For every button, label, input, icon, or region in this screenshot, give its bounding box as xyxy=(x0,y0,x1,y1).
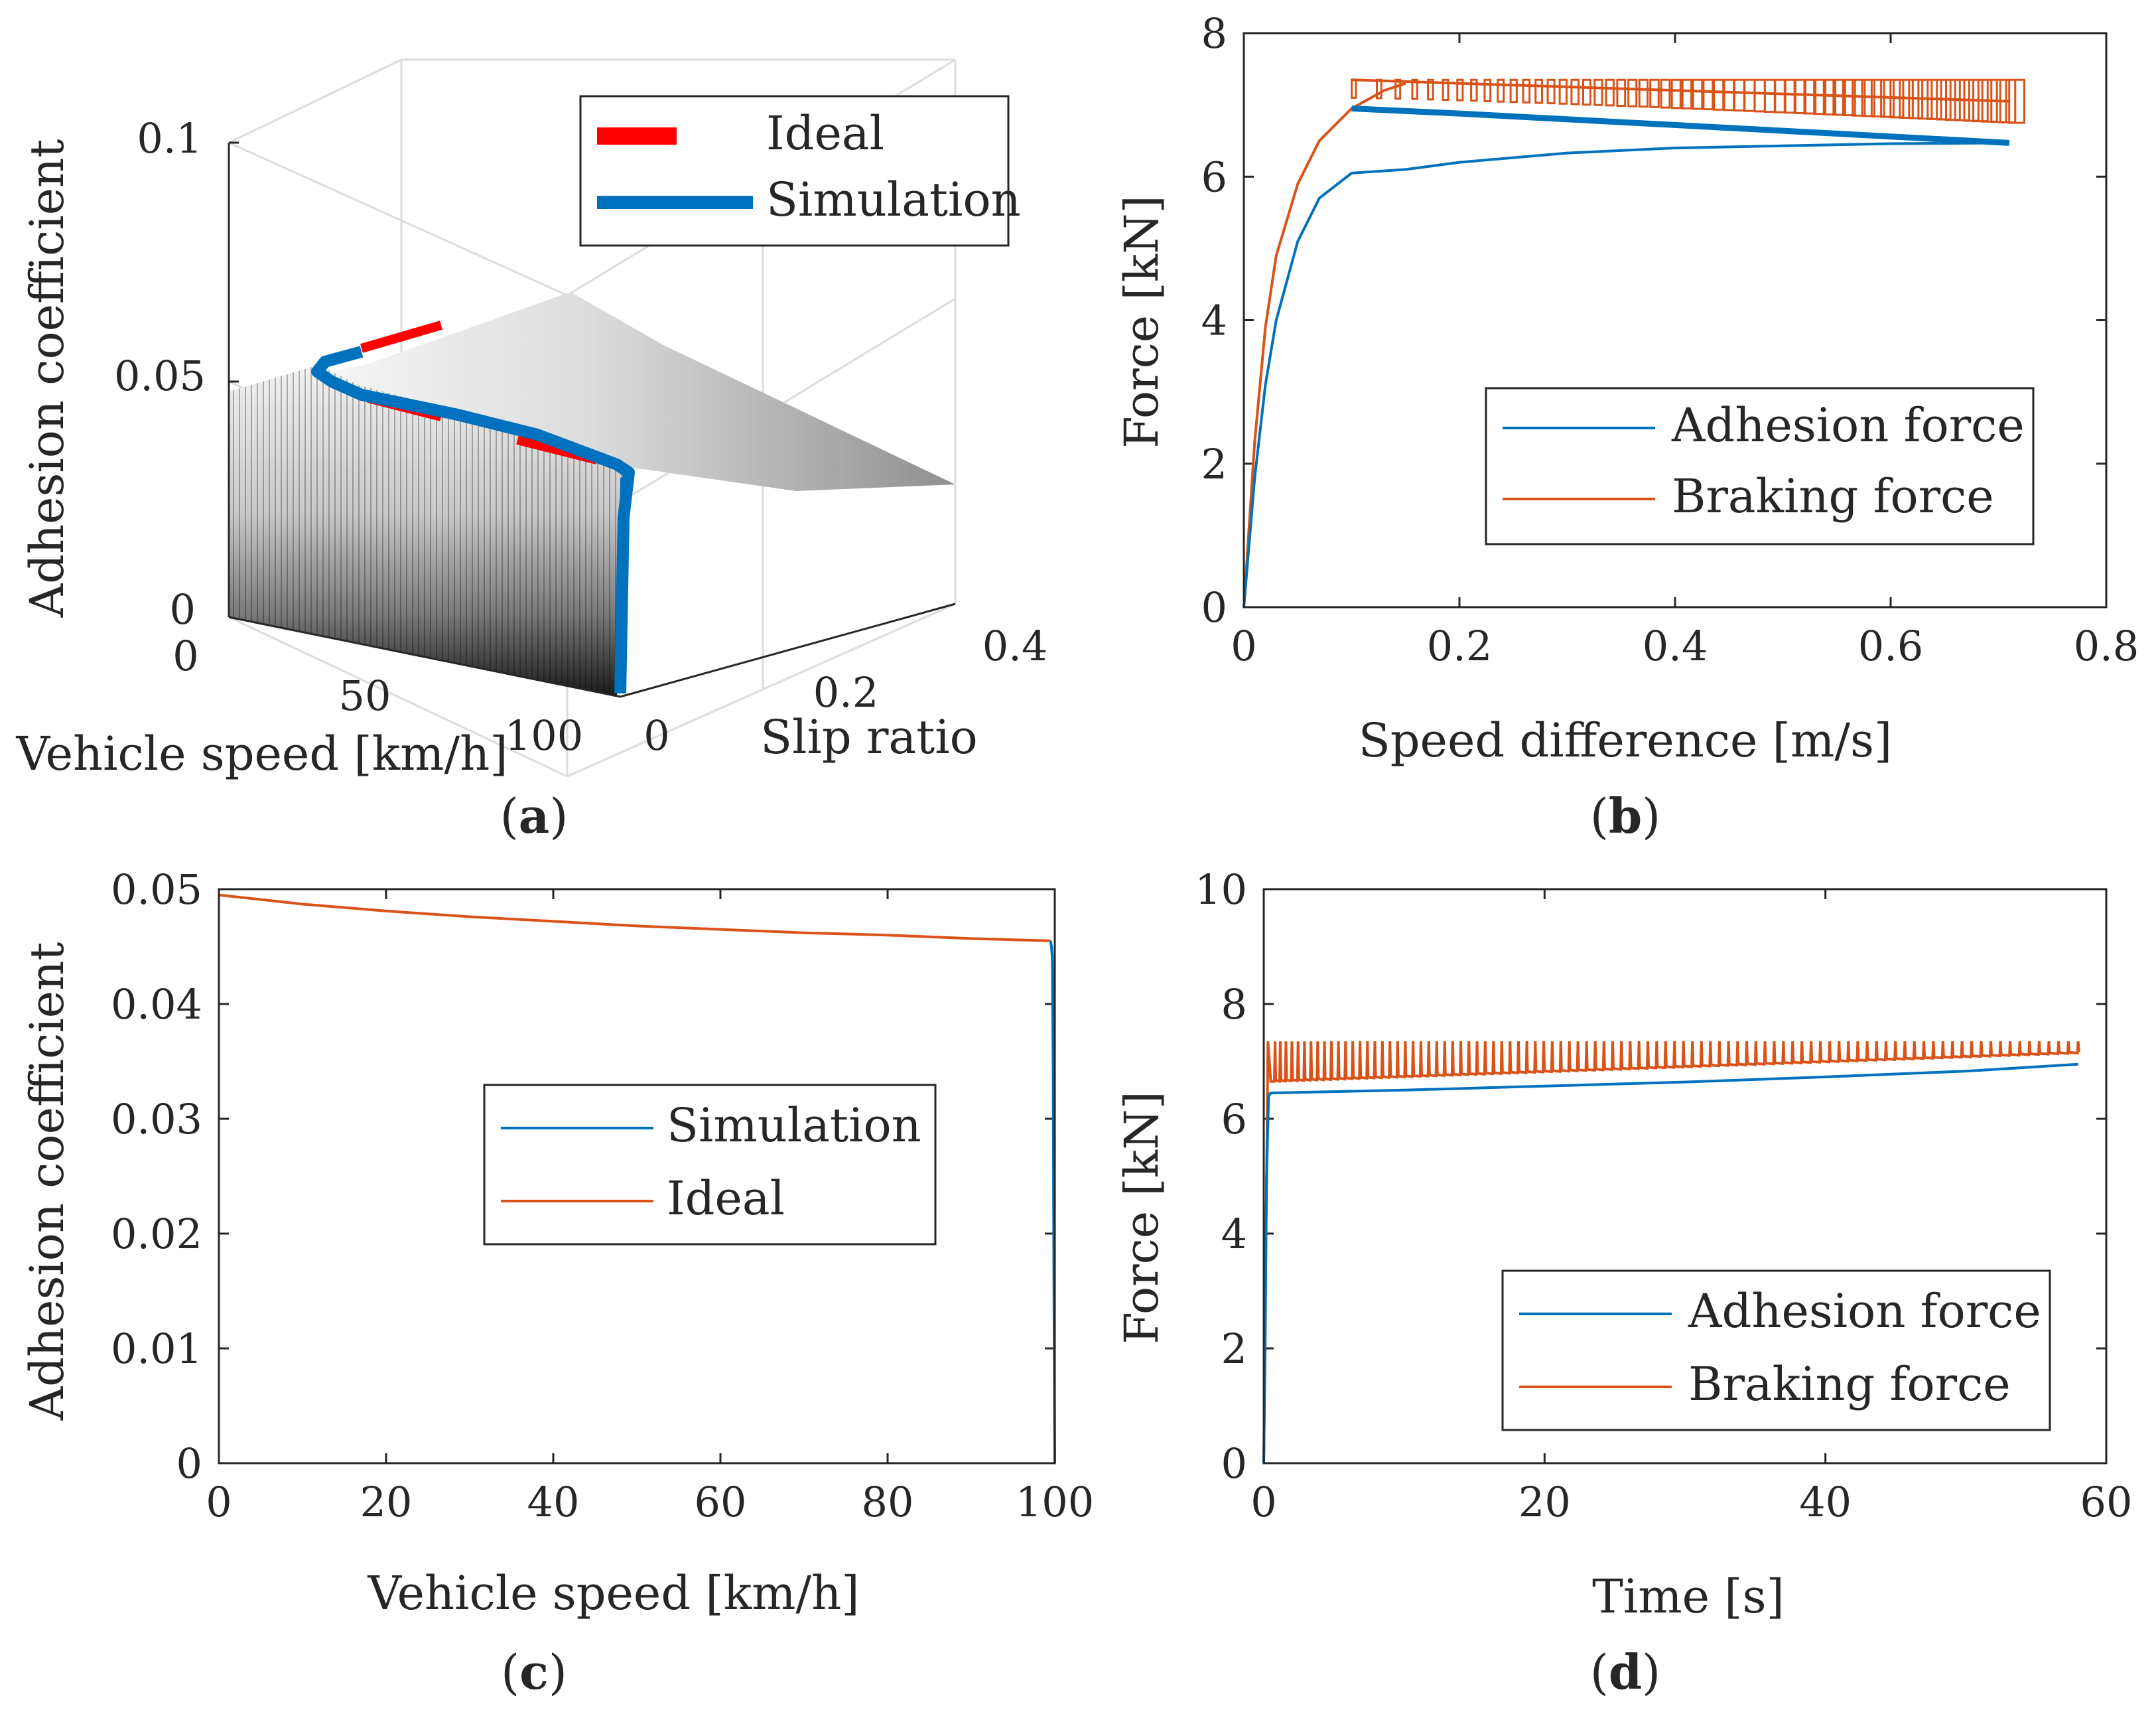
panel-c-ytick-5: 0.05 xyxy=(111,865,202,914)
panel-d-plot: 0 20 40 60 0 2 4 6 8 10 Time [s] Force [kN] Adhes… xyxy=(1114,865,2132,1700)
adhesion-force-line xyxy=(1243,141,2009,608)
panel-a-xtick-0: 0 xyxy=(172,632,198,680)
panel-a-caption: (a) xyxy=(500,788,569,844)
panel-a-ztick-2: 0.1 xyxy=(137,114,202,163)
panel-b-ytick-4: 8 xyxy=(1201,9,1227,58)
legend-label-braking-d: Braking force xyxy=(1688,1357,2011,1411)
panel-d-ytick-4: 8 xyxy=(1221,980,1247,1029)
panel-b-ytick-2: 4 xyxy=(1201,297,1227,345)
panel-c-caption: (c) xyxy=(501,1644,567,1700)
panel-c-xtick-2: 40 xyxy=(527,1478,580,1526)
legend-label-adhesion: Adhesion force xyxy=(1671,398,2025,453)
panel-a-xtick-2: 100 xyxy=(505,711,583,760)
panel-c-frame xyxy=(218,888,1056,1465)
panel-c-ytick-3: 0.03 xyxy=(111,1095,202,1143)
adhesion-force-upper-line xyxy=(1351,106,2010,146)
panel-d-xtick-3: 60 xyxy=(2080,1478,2133,1526)
panel-c-xtick-4: 80 xyxy=(862,1478,914,1526)
panel-d-xtick-2: 40 xyxy=(1799,1478,1852,1526)
legend-label-braking: Braking force xyxy=(1672,469,1994,524)
panel-c-legend: Simulation Ideal xyxy=(483,1084,937,1246)
panel-a-ytick-1: 0.2 xyxy=(813,668,879,717)
braking-force-oscillation xyxy=(1351,78,2025,124)
legend-label-adhesion-d: Adhesion force xyxy=(1688,1284,2041,1338)
panel-c-ytick-1: 0.01 xyxy=(111,1324,202,1373)
panel-b-ytick-1: 2 xyxy=(1201,440,1227,488)
panel-d-xtick-0: 0 xyxy=(1250,1478,1276,1526)
panel-a-ytick-2: 0.4 xyxy=(982,622,1048,670)
panel-a-ylabel: Slip ratio xyxy=(760,710,978,764)
panel-c-ytick-0: 0 xyxy=(176,1439,202,1488)
panel-d-xlabel: Time [s] xyxy=(1592,1569,1785,1624)
panel-a-legend: Ideal Simulation xyxy=(579,95,1021,247)
panel-b-xtick-4: 0.8 xyxy=(2074,622,2139,670)
panel-b-xtick-1: 0.2 xyxy=(1427,622,1493,670)
panel-b-xlabel: Speed difference [m/s] xyxy=(1359,713,1892,768)
panel-b-ylabel: Force [kN] xyxy=(1114,195,1169,449)
panel-d-ytick-5: 10 xyxy=(1195,865,1247,914)
panel-d-ylabel: Force [kN] xyxy=(1114,1091,1169,1344)
panel-a-ytick-0: 0 xyxy=(643,711,669,760)
legend-label-ideal-c: Ideal xyxy=(667,1171,785,1226)
panel-c-ytick-2: 0.02 xyxy=(111,1210,202,1258)
panel-a-xtick-1: 50 xyxy=(339,672,391,720)
panel-d-xtick-1: 20 xyxy=(1518,1478,1571,1526)
panel-c-xtick-5: 100 xyxy=(1016,1478,1094,1526)
panel-a-surface-top xyxy=(229,292,955,491)
legend-label-ideal: Ideal xyxy=(766,106,884,161)
legend-label-simulation-c: Simulation xyxy=(667,1098,921,1153)
panel-d-ytick-3: 6 xyxy=(1221,1095,1247,1143)
panel-c-xlabel: Vehicle speed [km/h] xyxy=(367,1566,859,1620)
panel-b-xtick-3: 0.6 xyxy=(1858,622,1924,670)
panel-d-ytick-0: 0 xyxy=(1221,1439,1247,1488)
panel-c-ytick-4: 0.04 xyxy=(111,980,202,1029)
panel-b-plot: 0 0.2 0.4 0.6 0.8 0 2 4 6 8 Speed difference [m/s… xyxy=(1114,9,2139,844)
panel-b-frame xyxy=(1243,32,2108,608)
panel-b-ytick-3: 6 xyxy=(1201,153,1227,201)
panel-d-frame xyxy=(1262,888,2108,1465)
panel-a-simulation-line xyxy=(311,346,635,694)
panel-b-xtick-0: 0 xyxy=(1231,622,1256,670)
panel-c-xtick-1: 20 xyxy=(360,1478,413,1526)
panel-d-legend: Adhesion force Braking force xyxy=(1501,1269,2051,1431)
panel-c-xtick-0: 0 xyxy=(206,1478,232,1526)
braking-force-line xyxy=(1243,82,1406,608)
braking-force-line-d xyxy=(1262,1041,2080,1464)
panel-a-xlabel: Vehicle speed [km/h] xyxy=(15,727,507,781)
adhesion-force-line-d xyxy=(1262,1062,2078,1464)
panel-b-caption: (b) xyxy=(1590,788,1661,844)
panel-a-surface-plot: 0 0.05 0.1 0 50 100 0 0.2 0.4 Adhesion c… xyxy=(15,58,1048,844)
panel-a-ztick-1: 0.05 xyxy=(114,352,206,400)
panel-b-legend: Adhesion force Braking force xyxy=(1485,387,2035,545)
panel-a-ztick-0: 0 xyxy=(170,585,196,634)
panel-d-ytick-2: 4 xyxy=(1221,1210,1247,1258)
panel-d-ytick-1: 2 xyxy=(1221,1324,1247,1373)
panel-c-ylabel: Adhesion coefficient xyxy=(20,942,74,1421)
panel-b-xtick-2: 0.4 xyxy=(1643,622,1708,670)
panel-c-plot: 0 20 40 60 80 100 0 0.01 0.02 0.03 0.04 0.05 Vehicl… xyxy=(20,865,1094,1700)
panel-b-ytick-0: 0 xyxy=(1201,583,1227,632)
panel-a-zlabel: Adhesion coefficient xyxy=(20,139,74,618)
legend-label-simulation: Simulation xyxy=(766,173,1021,227)
panel-d-caption: (d) xyxy=(1590,1644,1661,1700)
panel-c-xtick-3: 60 xyxy=(695,1478,747,1526)
ideal-line xyxy=(218,893,1051,942)
